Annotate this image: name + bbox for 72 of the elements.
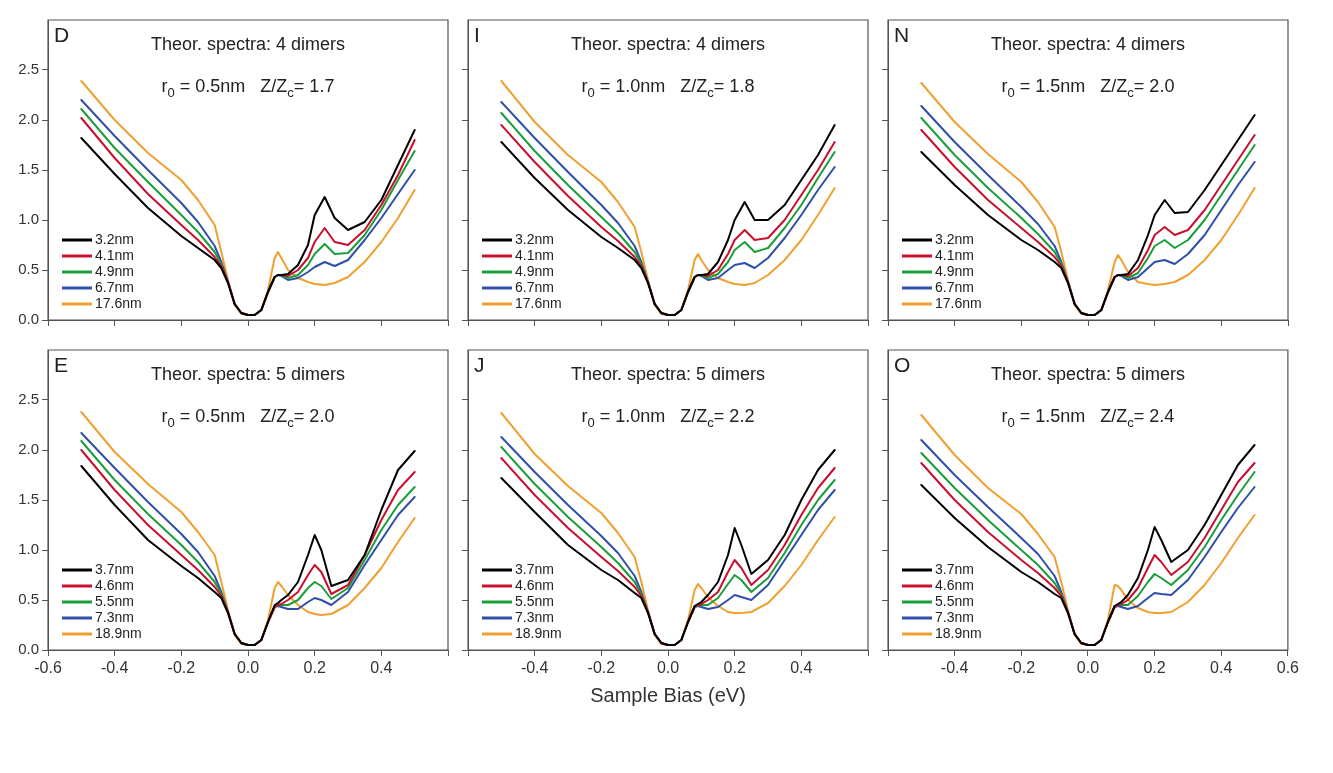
y-tick-label: 1.5	[18, 490, 39, 508]
annotation: D	[54, 23, 70, 47]
legend-label: 18.9nm	[515, 624, 562, 641]
legend-label: 5.5nm	[95, 592, 134, 609]
legend-label: 7.3nm	[515, 608, 554, 625]
text: Theor. spectra: 5 dimers	[570, 364, 766, 384]
annotation: E	[54, 353, 69, 377]
legend-label: 5.5nm	[935, 592, 974, 609]
y-tick-label: 2.0	[18, 440, 39, 458]
text: Theor. spectra: 4 dimers	[570, 34, 766, 54]
y-tick-label: 0.5	[18, 590, 39, 608]
x-tick-label: -0.6	[34, 659, 62, 677]
x-tick-label: 0.0	[656, 659, 680, 677]
legend-label: 17.6nm	[95, 294, 142, 311]
legend-label: 3.2nm	[95, 230, 134, 247]
x-tick-label: -0.4	[940, 659, 969, 677]
legend-label: 18.9nm	[95, 624, 142, 641]
legend-label: 17.6nm	[515, 294, 562, 311]
x-tick-label: 0.2	[723, 659, 746, 677]
text: Theor. spectra: 5 dimers	[990, 364, 1185, 384]
y-tick-label: 2.5	[18, 60, 39, 78]
y-tick-label: 0.5	[18, 260, 39, 278]
y-tick-label: 2.5	[18, 390, 39, 408]
legend-label: 18.9nm	[935, 624, 982, 641]
annotation: J	[474, 353, 485, 377]
x-tick-label: 0.0	[236, 659, 260, 677]
legend-label: 3.7nm	[515, 560, 554, 577]
legend-label: 7.3nm	[95, 608, 134, 625]
x-tick-label: -0.4	[100, 659, 129, 677]
legend-label: 6.7nm	[935, 278, 974, 295]
y-tick-label: 1.0	[18, 210, 39, 228]
legend-label: 4.6nm	[95, 576, 134, 593]
x-tick-label: -0.4	[520, 659, 549, 677]
y-tick-label: 0.0	[18, 310, 39, 328]
legend-label: 4.1nm	[935, 246, 974, 263]
legend-label: 3.2nm	[515, 230, 554, 247]
text: Theor. spectra: 4 dimers	[150, 34, 346, 54]
x-tick-label: -0.2	[167, 659, 196, 677]
text: Theor. spectra: 5 dimers	[150, 364, 346, 384]
x-axis-title: Sample Bias (eV)	[590, 683, 746, 706]
x-tick-label: 0.2	[1143, 659, 1166, 677]
y-tick-label: 1.0	[18, 540, 39, 558]
legend-label: 4.1nm	[95, 246, 134, 263]
annotation: I	[474, 23, 480, 47]
x-tick-label: 0.4	[1210, 659, 1233, 677]
text: Theor. spectra: 4 dimers	[990, 34, 1186, 54]
legend-label: 4.1nm	[515, 246, 554, 263]
x-tick-label: -0.2	[587, 659, 616, 677]
x-tick-label: 0.0	[1076, 659, 1100, 677]
x-tick-label: 0.2	[303, 659, 326, 677]
y-tick-label: 1.5	[18, 160, 39, 178]
y-tick-label: 0.0	[18, 640, 39, 658]
legend-label: 3.7nm	[935, 560, 974, 577]
x-tick-label: 0.6	[1276, 659, 1300, 677]
legend-label: 17.6nm	[935, 294, 982, 311]
legend-label: 6.7nm	[515, 278, 554, 295]
x-tick-label: 0.4	[790, 659, 813, 677]
y-tick-label: 2.0	[18, 110, 39, 128]
legend-label: 4.9nm	[935, 262, 974, 279]
legend-label: 3.7nm	[95, 560, 134, 577]
legend-label: 4.9nm	[515, 262, 554, 279]
annotation: O	[894, 353, 911, 377]
annotation: N	[894, 23, 910, 47]
legend-label: 3.2nm	[935, 230, 974, 247]
legend-label: 4.6nm	[935, 576, 974, 593]
legend-label: 4.9nm	[95, 262, 134, 279]
legend-label: 7.3nm	[935, 608, 974, 625]
x-tick-label: -0.2	[1007, 659, 1036, 677]
x-tick-label: 0.4	[370, 659, 393, 677]
legend-label: 4.6nm	[515, 576, 554, 593]
legend-label: 6.7nm	[95, 278, 134, 295]
legend-label: 5.5nm	[515, 592, 554, 609]
